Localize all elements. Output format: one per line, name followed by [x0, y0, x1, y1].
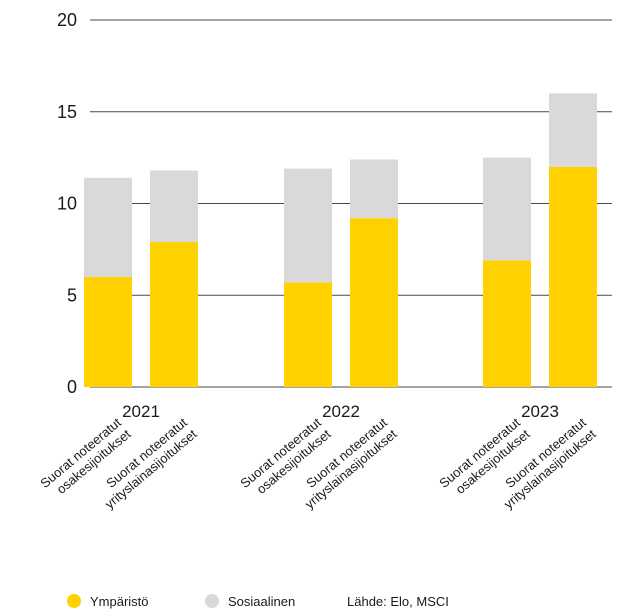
bar-2021-cat1-sosiaalinen [84, 177, 132, 277]
bar-2021-cat2-ymparisto [150, 242, 198, 387]
legend-label-sosiaalinen: Sosiaalinen [228, 594, 295, 609]
bar-2021-cat1-ymparisto [84, 276, 132, 387]
bar-2023-cat1-ymparisto [483, 260, 531, 387]
year-label-2023: 2023 [521, 402, 559, 421]
bar-2022-cat2-sosiaalinen [350, 159, 398, 219]
bar-2022-cat1-sosiaalinen [284, 168, 332, 283]
legend: Ympäristö Sosiaalinen Lähde: Elo, MSCI [67, 594, 449, 609]
y-tick-label-0: 0 [67, 377, 77, 397]
y-tick-label-5: 5 [67, 285, 77, 305]
bar-2023-cat2-ymparisto [549, 166, 597, 387]
y-tick-label-10: 10 [57, 194, 77, 214]
year-label-2022: 2022 [322, 402, 360, 421]
year-label-2021: 2021 [122, 402, 160, 421]
bar-2022-cat1-ymparisto [284, 282, 332, 387]
bars [84, 93, 597, 387]
bar-2022-cat2-ymparisto [350, 218, 398, 387]
bar-2023-cat2-sosiaalinen [549, 93, 597, 167]
source-note: Lähde: Elo, MSCI [347, 594, 449, 609]
legend-label-ymparisto: Ympäristö [90, 594, 149, 609]
y-axis-ticks: 0 5 10 15 20 [57, 10, 77, 397]
bar-2023-cat1-sosiaalinen [483, 157, 531, 261]
legend-marker-ymparisto [67, 594, 81, 608]
x-axis-labels: Suorat noteeratutosakesijoituksetSuorat … [37, 402, 599, 512]
legend-marker-sosiaalinen [205, 594, 219, 608]
y-tick-label-15: 15 [57, 102, 77, 122]
bar-2021-cat2-sosiaalinen [150, 170, 198, 243]
y-tick-label-20: 20 [57, 10, 77, 30]
